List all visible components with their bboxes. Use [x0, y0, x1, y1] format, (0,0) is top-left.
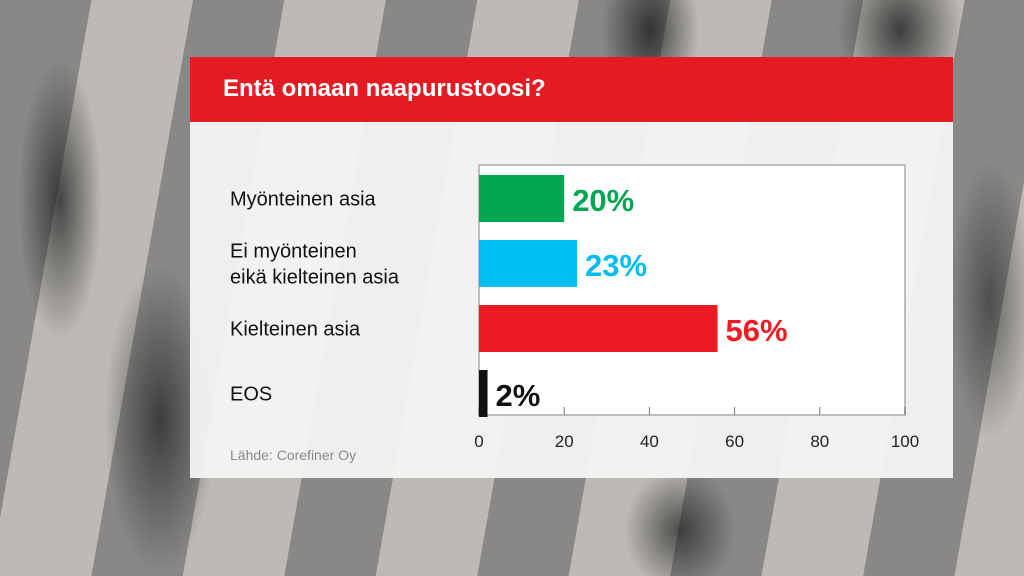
category-label: eikä kielteinen asia — [230, 267, 400, 289]
chart-card: Entä omaan naapurustoosi? 0 20 40 60 80 100 20… — [190, 57, 953, 478]
x-tick-label: 0 — [474, 432, 483, 451]
category-label: Myönteinen asia — [230, 189, 377, 211]
bar — [479, 240, 577, 287]
bar-value-label: 2% — [496, 378, 541, 413]
x-tick-label: 80 — [810, 432, 829, 451]
bar-value-label: 20% — [572, 183, 634, 218]
source-note: Lähde: Corefiner Oy — [230, 447, 357, 463]
category-label: EOS — [230, 384, 272, 406]
x-tick-label: 40 — [640, 432, 659, 451]
x-tick-label: 100 — [891, 432, 919, 451]
chart-title: Entä omaan naapurustoosi? — [223, 75, 546, 102]
bar-chart: 0 20 40 60 80 100 20% Myönteinen asia 23% Ei myön… — [230, 164, 919, 451]
bar — [479, 370, 488, 417]
bar-value-label: 23% — [585, 248, 647, 283]
bar — [479, 305, 718, 352]
x-tick-label: 60 — [725, 432, 744, 451]
x-tick-label: 20 — [555, 432, 574, 451]
category-label: Kielteinen asia — [230, 319, 361, 341]
bar-value-label: 56% — [726, 313, 788, 348]
bar — [479, 175, 565, 222]
category-label: Ei myönteinen — [230, 241, 357, 263]
title-bar: Entä omaan naapurustoosi? — [190, 57, 953, 122]
